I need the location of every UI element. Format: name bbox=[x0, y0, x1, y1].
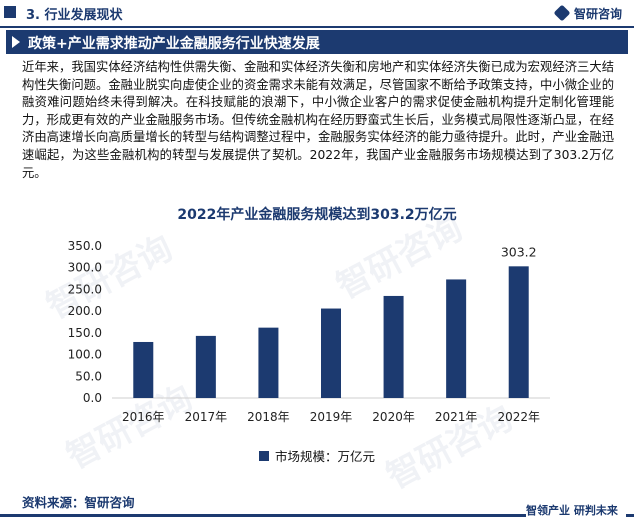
brand-logo-icon bbox=[553, 4, 571, 22]
banner-title: 政策+产业需求推动产业金融服务行业快速发展 bbox=[28, 36, 320, 52]
y-tick-label: 200.0 bbox=[68, 304, 102, 318]
section-title: 3. 行业发展现状 bbox=[26, 8, 123, 23]
brand-name: 智研咨询 bbox=[573, 6, 622, 21]
section-header: 3. 行业发展现状 智研咨询 bbox=[0, 0, 634, 28]
legend-swatch bbox=[258, 450, 269, 461]
y-tick-label: 250.0 bbox=[68, 282, 102, 296]
y-tick-label: 100.0 bbox=[68, 348, 102, 362]
section-marker-icon bbox=[4, 6, 16, 18]
chart-area: 2022年产业金融服务规模达到303.2万亿元 0.0 50.0 100.0 150.… bbox=[0, 198, 634, 478]
x-tick-label: 2020年 bbox=[372, 410, 415, 424]
footer-logo: 智领产业 研判未来 bbox=[526, 501, 626, 519]
x-tick-label: 2019年 bbox=[310, 410, 353, 424]
x-tick-label: 2021年 bbox=[435, 410, 478, 424]
y-tick-label: 300.0 bbox=[68, 261, 102, 275]
x-tick-label: 2016年 bbox=[122, 410, 165, 424]
bar bbox=[133, 341, 154, 398]
footer-slogan: 智领产业 研判未来 bbox=[526, 504, 618, 517]
bar bbox=[446, 279, 467, 398]
y-tick-label: 0.0 bbox=[83, 391, 102, 405]
chart-title: 2022年产业金融服务规模达到303.2万亿元 bbox=[177, 207, 457, 223]
y-tick-label: 50.0 bbox=[75, 369, 102, 383]
x-tick-label: 2017年 bbox=[185, 410, 228, 424]
footer-divider bbox=[0, 514, 634, 517]
bar bbox=[258, 327, 279, 398]
bar bbox=[383, 295, 404, 398]
x-tick-label: 2022年 bbox=[497, 410, 540, 424]
x-tick-label: 2018年 bbox=[247, 410, 290, 424]
bar bbox=[508, 266, 529, 398]
y-tick-label: 150.0 bbox=[68, 326, 102, 340]
body-paragraph: 近年来，我国实体经济结构性供需失衡、金融和实体经济失衡和房地产和实体经济失衡已成… bbox=[22, 60, 614, 180]
bar-chart: 0.0 50.0 100.0 150.0 200.0 250.0 300.0 350.0 201… bbox=[68, 239, 550, 424]
data-label: 303.2 bbox=[501, 244, 537, 259]
source-note: 资料来源：智研咨询 bbox=[22, 495, 135, 510]
topic-banner: 政策+产业需求推动产业金融服务行业快速发展 bbox=[6, 30, 628, 54]
chart-legend: 市场规模：万亿元 bbox=[0, 446, 634, 465]
bar bbox=[321, 308, 341, 398]
brand-logo: 智研咨询 bbox=[553, 4, 622, 22]
bar bbox=[195, 335, 216, 398]
triangle-marker-icon bbox=[12, 36, 20, 48]
legend-label: 市场规模：万亿元 bbox=[274, 449, 375, 464]
y-tick-label: 350.0 bbox=[68, 239, 102, 253]
